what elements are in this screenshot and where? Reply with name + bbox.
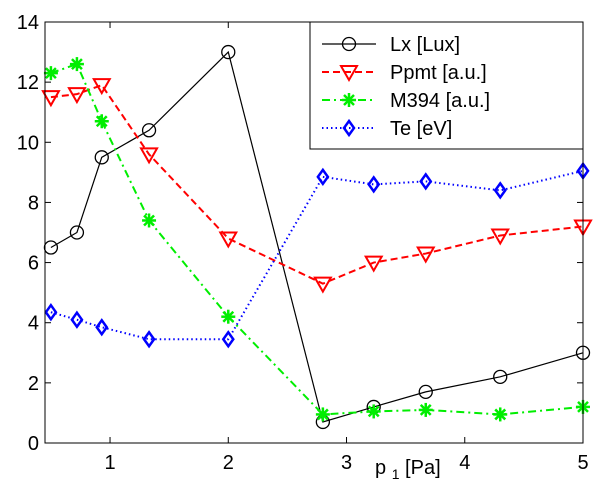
data-point (419, 172, 433, 191)
legend-label: Lx [Lux] (390, 34, 460, 56)
x-tick-label: 5 (577, 452, 588, 474)
data-point (221, 309, 236, 324)
plot-lines (41, 44, 593, 430)
x-tick-label: 2 (223, 452, 234, 474)
legend-marker (342, 93, 356, 107)
x-axis-label-subscript: 1 (392, 466, 400, 482)
y-tick-label: 0 (28, 433, 39, 455)
legend-label: Ppmt [a.u.] (390, 62, 487, 84)
legend-marker (342, 118, 356, 138)
y-tick-label: 10 (17, 132, 39, 154)
data-point (313, 276, 333, 294)
legend-label: Te [eV] (390, 118, 452, 140)
x-axis-label: p 1 [Pa] (375, 457, 441, 482)
data-point (67, 87, 87, 105)
data-point (315, 407, 330, 422)
data-point (69, 57, 84, 72)
data-point (316, 167, 330, 187)
data-point (418, 384, 433, 400)
data-point (363, 255, 384, 273)
series-4 (44, 161, 590, 349)
data-point (141, 123, 157, 138)
data-point (44, 303, 58, 322)
data-point (142, 213, 157, 228)
y-tick-label: 14 (17, 12, 39, 34)
data-point (418, 402, 433, 417)
data-point (493, 369, 508, 384)
x-tick-label: 1 (104, 452, 115, 474)
data-point (221, 330, 235, 349)
data-point (41, 90, 61, 108)
y-tick-label: 2 (28, 373, 39, 395)
x-tick-label: 3 (341, 452, 352, 474)
legend-item: Te [eV] (322, 118, 452, 140)
data-point (221, 44, 236, 60)
legend-label: M394 [a.u.] (390, 90, 490, 112)
data-point (218, 231, 238, 249)
legend-item: Ppmt [a.u.] (322, 62, 487, 84)
data-point (70, 310, 84, 329)
data-point (43, 240, 59, 255)
data-point (69, 225, 85, 240)
legend-marker (341, 36, 357, 52)
y-tick-label: 4 (28, 313, 39, 335)
y-tick-label: 12 (17, 72, 39, 94)
series-2 (41, 78, 593, 294)
y-tick-label: 6 (28, 253, 39, 275)
data-point (416, 246, 436, 264)
data-point (367, 175, 381, 194)
data-point (94, 114, 109, 129)
data-point (142, 330, 156, 349)
legend-item: M394 [a.u.] (322, 90, 490, 112)
x-tick-label: 4 (459, 452, 470, 474)
data-point (139, 147, 159, 165)
legend-item: Lx [Lux] (322, 34, 460, 56)
legend: Lx [Lux] Ppmt [a.u.] M394 [a.u.] Te [eV] (309, 21, 584, 150)
x-axis-label-main: p (375, 457, 386, 479)
data-point (43, 66, 58, 81)
data-point (490, 228, 510, 246)
y-tick-label: 8 (28, 192, 39, 214)
legend-marker (339, 65, 359, 83)
series-3 (43, 57, 590, 422)
data-point (92, 78, 112, 96)
series-line (50, 83, 584, 285)
data-point (95, 318, 109, 337)
data-point (366, 404, 381, 419)
series-line (50, 50, 584, 423)
data-point (94, 150, 109, 165)
data-point (493, 181, 507, 200)
data-point (493, 407, 508, 422)
series-line (50, 62, 584, 416)
series-line (50, 169, 584, 341)
x-axis-label-unit: [Pa] (405, 457, 441, 479)
